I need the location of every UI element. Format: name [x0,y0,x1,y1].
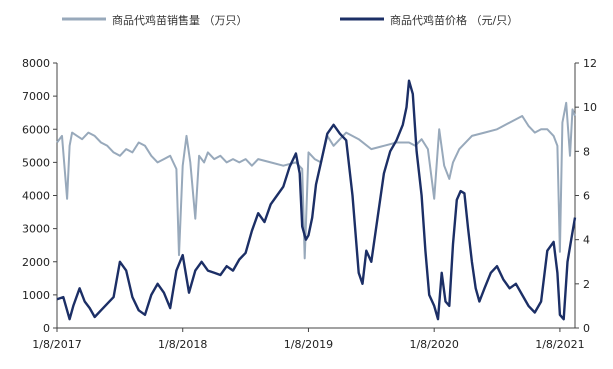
y-left-tick-label: 5000 [22,156,50,169]
x-tick-label: 1/8/2017 [32,338,81,351]
axes: 0 1000 2000 3000 4000 5000 6000 7000 8000 0 2 4 6 8 10… [22,57,597,351]
series-line-price [56,79,577,321]
y-left-tick-label: 6000 [22,123,50,136]
y-left-tick-label: 8000 [22,57,50,70]
y-left-tick-label: 7000 [22,90,50,103]
y-left-tick-label: 1000 [22,289,50,302]
legend-label-price: 商品代鸡苗价格 （元/只） [390,13,518,27]
x-tick-label: 1/8/2018 [158,338,207,351]
y-right-tick-label: 2 [583,278,590,291]
x-tick-label: 1/8/2021 [535,338,584,351]
x-tick-label: 1/8/2019 [284,338,333,351]
y-right-tick-label: 12 [583,57,597,70]
series-layer [56,79,577,321]
y-right-tick-label: 8 [583,145,590,158]
x-tick-label: 1/8/2020 [409,338,458,351]
y-right-tick-label: 4 [583,234,590,247]
y-left-tick-label: 3000 [22,223,50,236]
y-left-tick-label: 0 [43,322,50,335]
y-right-tick-label: 10 [583,101,597,114]
legend-label-sales: 商品代鸡苗销售量 （万只） [112,13,248,27]
y-left-tick-label: 2000 [22,256,50,269]
y-right-tick-label: 6 [583,190,590,203]
y-right-tick-label: 0 [583,322,590,335]
y-left-tick-label: 4000 [22,190,50,203]
legend: 商品代鸡苗销售量 （万只） 商品代鸡苗价格 （元/只） [62,13,518,27]
